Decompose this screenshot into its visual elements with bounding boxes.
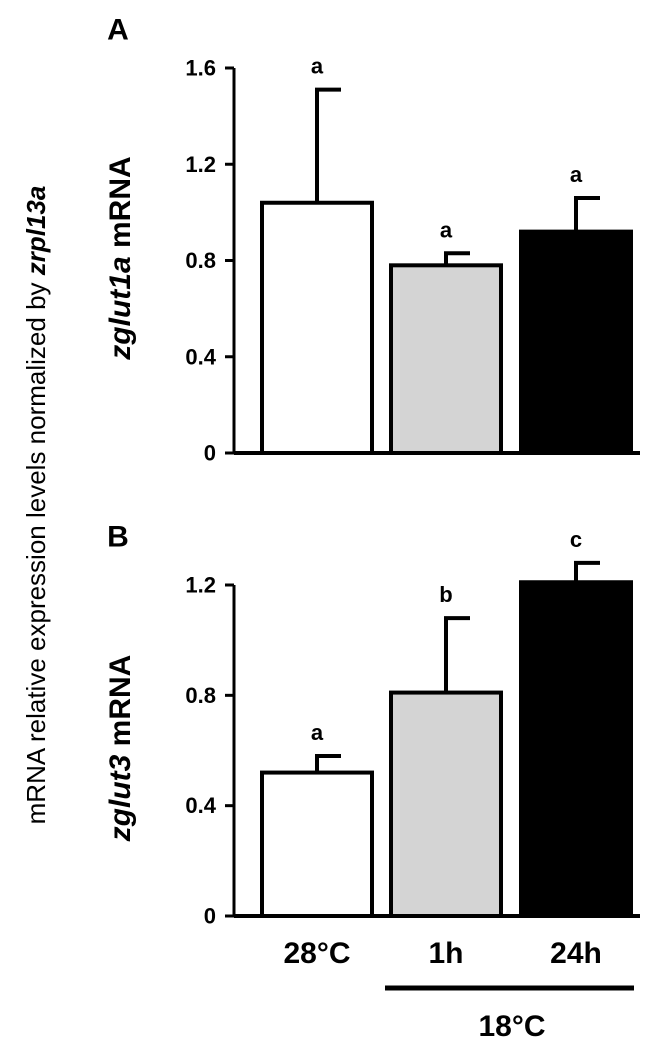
y-tick-label: 1.2 [185,152,216,177]
y-axis-label-gene: zglut1a [104,256,137,360]
shared-y-axis-label-gene: zrpl13a [21,186,51,277]
panel-letter: B [107,521,129,554]
y-tick-label: 0.4 [185,344,216,369]
significance-letter: a [570,162,583,187]
x-tick-label: 24h [550,937,602,970]
significance-letter: c [570,527,582,552]
y-axis-label-suffix: mRNA [104,655,137,755]
y-tick-label: 1.6 [185,56,216,81]
y-axis-label-gene: zglut3 [104,754,137,842]
x-tick-label: 1h [428,937,463,970]
y-tick-label: 0 [204,904,216,929]
bar [260,770,374,918]
y-tick-label: 1.2 [185,573,216,598]
significance-letter: a [311,54,324,79]
y-axis-label: zglut1a mRNA [104,156,137,360]
shared-y-axis-label: mRNA relative expression levels normaliz… [21,186,51,825]
y-axis-label-suffix: mRNA [104,156,137,256]
bar [519,229,633,455]
significance-letter: a [311,720,324,745]
y-tick-label: 0 [204,441,216,466]
y-axis-label: zglut3 mRNA [104,655,137,843]
panel-letter: A [107,14,129,47]
bar [519,580,633,918]
x-tick-label: 28°C [283,937,350,970]
significance-letter: b [439,582,452,607]
y-tick-label: 0.4 [185,793,216,818]
shared-y-axis-label-prefix: mRNA relative expression levels normaliz… [21,275,51,824]
y-tick-label: 0.8 [185,248,216,273]
group-label: 18°C [478,1010,545,1043]
bar [389,690,503,919]
bar [260,200,374,455]
bar [389,263,503,455]
significance-letter: a [440,217,453,242]
y-tick-label: 0.8 [185,683,216,708]
